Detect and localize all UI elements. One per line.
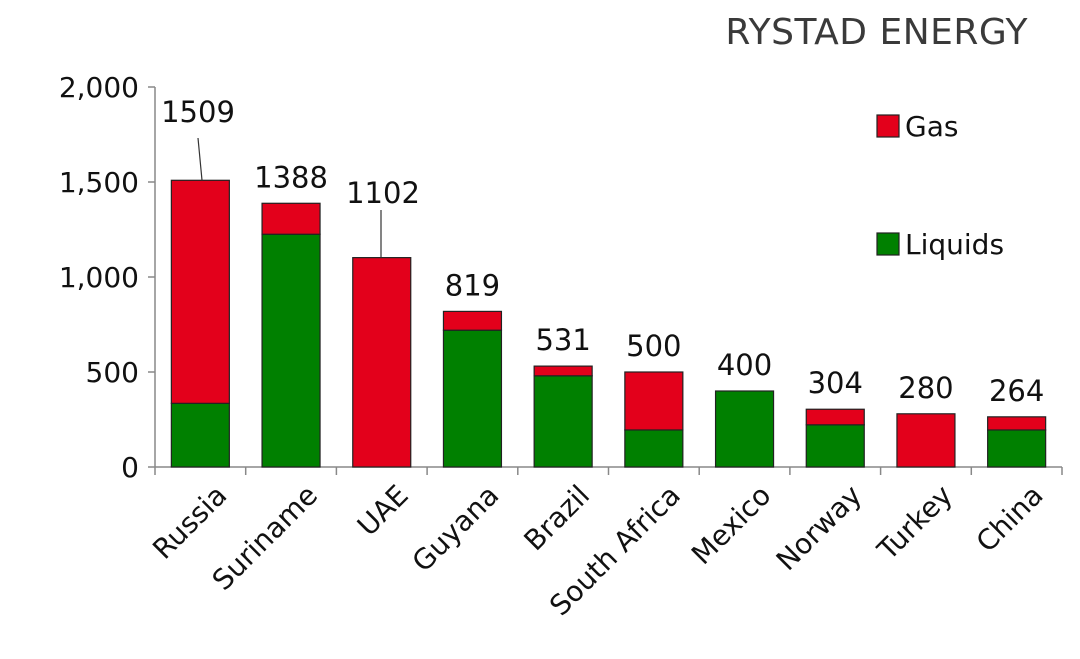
label-leader-line (197, 137, 203, 181)
bar-gas-suriname (261, 202, 321, 235)
data-label-total: 1388 (254, 160, 328, 194)
data-label-total: 500 (626, 329, 681, 363)
legend-swatch-gas (876, 114, 900, 138)
legend-swatch-liquids (876, 232, 900, 256)
y-tick-label: 1,500 (59, 166, 139, 199)
bar-liquids-suriname (261, 233, 321, 468)
data-label-total: 1509 (161, 95, 235, 129)
data-label-total: 1102 (346, 176, 420, 210)
y-tick-label: 2,000 (59, 71, 139, 104)
bar-gas-china (987, 416, 1047, 431)
data-label-total: 819 (445, 268, 500, 302)
x-tick-label: Guyana (406, 479, 506, 579)
bar-liquids-norway (805, 424, 865, 468)
bar-gas-turkey (896, 413, 956, 468)
bar-liquids-south-africa (624, 429, 684, 468)
data-label-total: 531 (535, 323, 590, 357)
x-tick-label: China (970, 479, 1050, 559)
bar-liquids-brazil (533, 375, 593, 468)
legend-label-liquids: Liquids (905, 228, 1004, 261)
bar-liquids-china (987, 429, 1047, 468)
x-tick-label: Russia (146, 479, 233, 566)
brand-logo: RYSTAD ENERGY (725, 12, 1028, 53)
bar-liquids-russia (170, 402, 230, 468)
x-tick-label: Norway (770, 479, 868, 577)
data-label-total: 280 (898, 371, 953, 405)
bar-gas-brazil (533, 365, 593, 377)
data-label-total: 304 (808, 366, 863, 400)
y-tick-label: 500 (86, 356, 139, 389)
x-tick-label: Brazil (518, 479, 597, 558)
bar-liquids-mexico (714, 390, 775, 468)
y-tick-label: 1,000 (59, 261, 139, 294)
x-tick-label: Turkey (870, 479, 958, 567)
legend-label-gas: Gas (905, 110, 958, 143)
data-label-total: 264 (989, 374, 1044, 408)
data-label-total: 400 (717, 348, 772, 382)
bar-gas-south-africa (624, 371, 684, 431)
x-tick-label: Mexico (685, 479, 777, 571)
bar-gas-guyana (442, 310, 503, 331)
bar-gas-norway (805, 408, 865, 426)
bar-gas-uae (352, 257, 412, 468)
y-tick-label: 0 (121, 451, 139, 484)
bar-gas-russia (170, 179, 230, 404)
x-tick-label: UAE (351, 479, 415, 543)
bar-liquids-guyana (442, 329, 503, 468)
